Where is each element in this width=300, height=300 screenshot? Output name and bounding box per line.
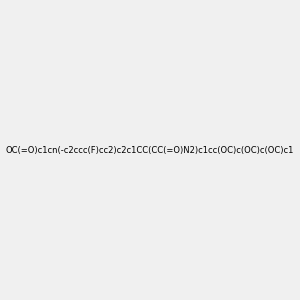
Text: OC(=O)c1cn(-c2ccc(F)cc2)c2c1CC(CC(=O)N2)c1cc(OC)c(OC)c(OC)c1: OC(=O)c1cn(-c2ccc(F)cc2)c2c1CC(CC(=O)N2)… [6, 146, 294, 154]
